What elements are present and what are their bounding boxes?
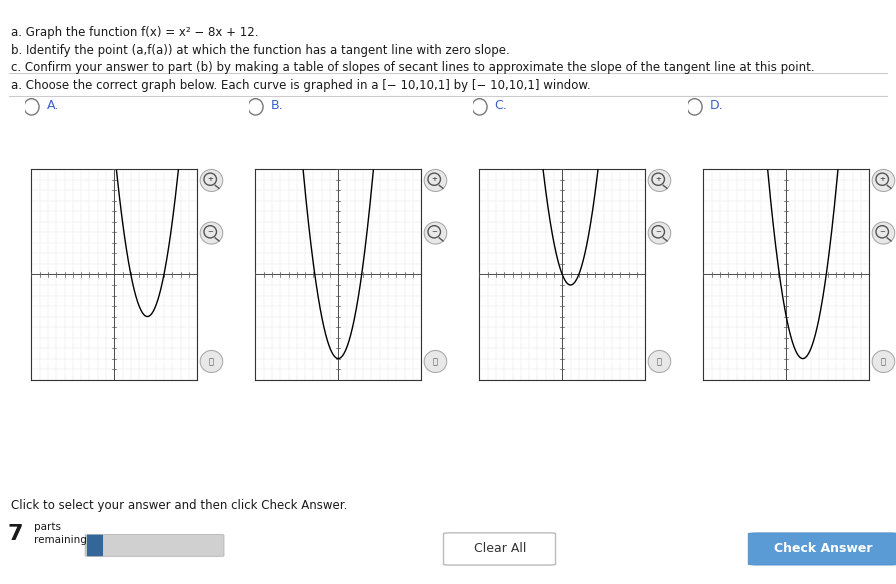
Text: a. Choose the correct graph below. Each curve is graphed in a [− 10,10,1] by [− : a. Choose the correct graph below. Each … [11, 79, 590, 92]
Circle shape [872, 169, 895, 192]
Circle shape [200, 169, 223, 192]
Text: D.: D. [710, 99, 723, 112]
Text: −: − [655, 229, 661, 235]
Text: A.: A. [47, 99, 59, 112]
Circle shape [424, 222, 447, 244]
Text: ⧉: ⧉ [209, 357, 214, 366]
Circle shape [872, 350, 895, 373]
Circle shape [648, 169, 671, 192]
Text: 7: 7 [7, 523, 22, 544]
Text: −: − [431, 229, 437, 235]
Text: a. Graph the function f(x) = x² − 8x + 12.: a. Graph the function f(x) = x² − 8x + 1… [11, 26, 258, 39]
Text: −: − [207, 229, 213, 235]
FancyBboxPatch shape [748, 533, 896, 565]
Circle shape [424, 350, 447, 373]
Text: ⧉: ⧉ [657, 357, 662, 366]
Circle shape [872, 222, 895, 244]
Circle shape [200, 350, 223, 373]
Text: ⧉: ⧉ [433, 357, 438, 366]
FancyBboxPatch shape [85, 534, 224, 557]
Text: parts
remaining: parts remaining [34, 522, 87, 545]
Text: −: − [879, 229, 885, 235]
Text: c. Confirm your answer to part (b) by making a table of slopes of secant lines t: c. Confirm your answer to part (b) by ma… [11, 61, 814, 74]
Circle shape [648, 350, 671, 373]
Text: Click to select your answer and then click Check Answer.: Click to select your answer and then cli… [11, 499, 347, 512]
Circle shape [200, 222, 223, 244]
Text: b. Identify the point (a,f(a)) at which the function has a tangent line with zer: b. Identify the point (a,f(a)) at which … [11, 44, 510, 57]
Text: C.: C. [495, 99, 507, 112]
Text: +: + [879, 176, 885, 182]
Text: ⧉: ⧉ [881, 357, 886, 366]
Circle shape [424, 169, 447, 192]
FancyBboxPatch shape [444, 533, 556, 565]
Text: B.: B. [271, 99, 283, 112]
Text: +: + [431, 176, 437, 182]
Text: +: + [655, 176, 661, 182]
Text: Clear All: Clear All [474, 543, 526, 555]
Text: +: + [207, 176, 213, 182]
Circle shape [648, 222, 671, 244]
FancyBboxPatch shape [87, 535, 103, 556]
Text: Check Answer: Check Answer [774, 543, 873, 555]
